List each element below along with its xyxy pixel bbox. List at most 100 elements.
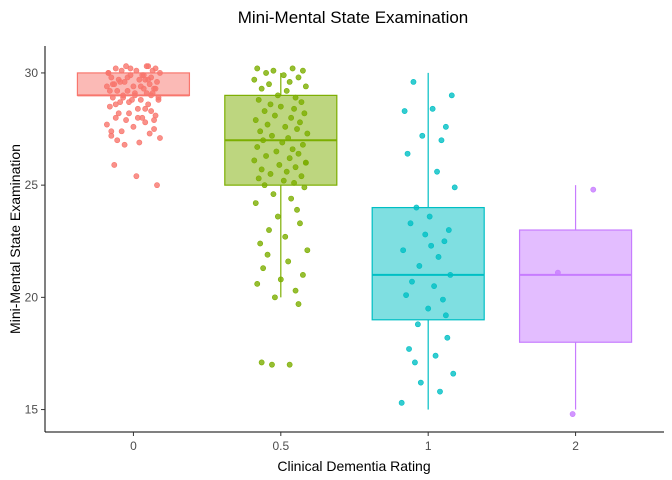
data-point: [285, 258, 292, 265]
data-point: [403, 292, 409, 299]
data-point: [264, 121, 271, 128]
y-tick-label: 15: [25, 403, 39, 417]
data-point: [155, 96, 162, 103]
y-axis: 15 20 25 30: [25, 66, 45, 417]
data-point: [274, 92, 281, 99]
data-point: [114, 137, 121, 144]
data-point: [120, 94, 127, 101]
data-point: [295, 150, 302, 157]
data-point: [136, 139, 143, 146]
y-tick-label: 20: [25, 290, 39, 304]
data-point: [276, 162, 283, 168]
data-point: [407, 220, 414, 227]
data-point: [146, 130, 153, 137]
x-tick-label: 0.5: [272, 439, 289, 453]
data-point: [304, 130, 311, 137]
data-point: [277, 276, 284, 283]
data-point: [409, 278, 415, 285]
data-point: [130, 83, 137, 90]
data-point: [289, 146, 296, 153]
data-point: [255, 175, 262, 182]
data-point: [115, 110, 122, 117]
data-point: [437, 388, 443, 395]
data-point: [121, 141, 128, 148]
data-point: [263, 153, 269, 159]
data-point: [451, 184, 458, 191]
data-point: [440, 296, 446, 303]
data-point: [277, 103, 284, 110]
data-point: [252, 117, 259, 123]
data-point: [279, 139, 286, 146]
x-axis: 0 0.5 1 2: [130, 432, 579, 453]
chart-title: Mini-Mental State Examination: [238, 8, 469, 27]
x-tick-label: 0: [130, 439, 137, 453]
data-point: [143, 63, 150, 70]
data-point: [301, 184, 308, 191]
data-point: [108, 128, 115, 135]
data-point: [254, 144, 261, 150]
data-point: [260, 137, 267, 144]
data-point: [426, 213, 433, 220]
data-point: [302, 83, 309, 90]
data-point: [300, 67, 306, 74]
data-point: [286, 155, 293, 162]
data-point: [435, 254, 442, 260]
data-point: [292, 164, 299, 171]
boxes-layer: [76, 72, 633, 410]
data-point: [137, 83, 144, 90]
data-point: [266, 227, 272, 233]
data-point: [126, 99, 132, 106]
data-point: [269, 361, 275, 368]
data-point: [154, 79, 160, 85]
data-point: [569, 411, 576, 417]
data-point: [438, 137, 445, 144]
data-point: [114, 87, 121, 94]
data-point: [269, 132, 275, 139]
data-point: [261, 182, 268, 189]
data-point: [266, 81, 272, 88]
data-point: [419, 132, 426, 139]
data-point: [300, 272, 306, 278]
data-point: [117, 79, 124, 85]
data-point: [109, 94, 116, 101]
data-point: [255, 96, 262, 103]
data-point: [137, 96, 144, 103]
data-point: [154, 182, 160, 189]
data-point: [112, 101, 119, 108]
data-point: [291, 105, 297, 112]
data-point: [280, 177, 287, 184]
x-tick-label: 2: [572, 439, 579, 453]
data-point: [429, 105, 436, 112]
data-point: [450, 370, 457, 377]
data-point: [298, 173, 305, 180]
data-point: [283, 168, 290, 175]
data-point: [288, 195, 295, 202]
data-point: [152, 85, 159, 92]
data-point: [445, 227, 452, 233]
data-point: [261, 108, 268, 114]
data-point: [263, 70, 269, 76]
data-point: [132, 90, 138, 97]
data-point: [425, 305, 432, 312]
data-point: [109, 81, 116, 88]
data-point: [416, 263, 423, 269]
data-point: [151, 126, 157, 132]
data-point: [264, 251, 271, 258]
data-point: [295, 74, 302, 81]
box-group-2: [518, 185, 633, 410]
data-point: [148, 92, 155, 99]
data-point: [590, 186, 597, 193]
data-point: [112, 65, 119, 72]
data-point: [104, 83, 110, 90]
data-point: [123, 117, 129, 123]
data-point: [105, 70, 112, 76]
box-group-0-5: [224, 72, 338, 298]
data-point: [442, 312, 449, 319]
data-point: [260, 265, 267, 272]
data-point: [272, 112, 278, 119]
data-point: [289, 65, 296, 72]
data-point: [422, 231, 429, 238]
data-point: [145, 101, 152, 108]
data-point: [126, 110, 132, 117]
